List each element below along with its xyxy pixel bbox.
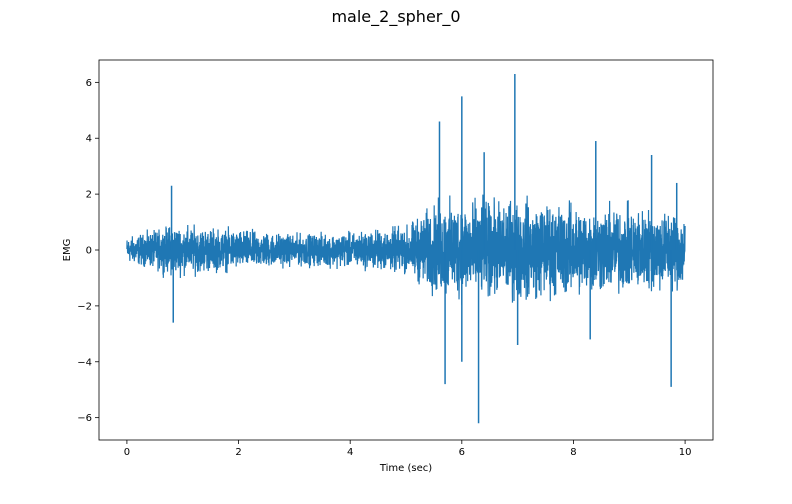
x-axis-label: Time (sec) bbox=[379, 463, 432, 474]
emg-signal-line bbox=[126, 194, 686, 305]
y-tick-label: −2 bbox=[77, 301, 92, 312]
y-tick-label: 4 bbox=[86, 134, 92, 145]
x-tick-label: 0 bbox=[124, 447, 130, 458]
x-tick-label: 4 bbox=[347, 447, 353, 458]
x-tick-label: 2 bbox=[235, 447, 241, 458]
x-axis: 0 2 4 6 8 10 bbox=[124, 440, 692, 458]
y-tick-label: −4 bbox=[77, 357, 92, 368]
y-axis-label: EMG bbox=[62, 239, 73, 262]
y-tick-label: 6 bbox=[86, 78, 92, 89]
x-tick-label: 8 bbox=[570, 447, 576, 458]
y-axis: −6 −4 −2 0 2 4 6 bbox=[77, 78, 99, 424]
x-tick-label: 6 bbox=[459, 447, 465, 458]
x-tick-label: 10 bbox=[679, 447, 692, 458]
plot-area bbox=[126, 73, 686, 424]
chart-title: male_2_spher_0 bbox=[331, 7, 460, 27]
y-tick-label: 0 bbox=[86, 246, 92, 257]
y-tick-label: −6 bbox=[77, 413, 92, 424]
y-tick-label: 2 bbox=[86, 190, 92, 201]
